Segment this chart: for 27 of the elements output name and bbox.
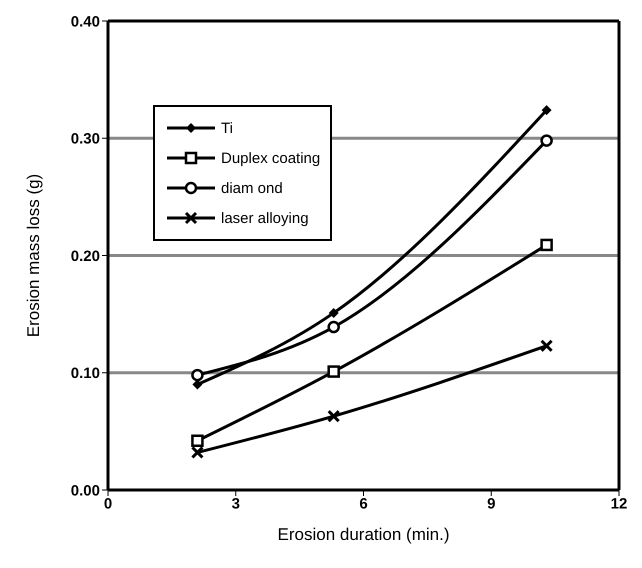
y-tick-label: 0.40 [70, 13, 100, 30]
point [191, 434, 204, 448]
y-tick-label: 0.10 [70, 365, 100, 382]
legend-label: Ti [221, 120, 233, 136]
y-tick-label: 0.00 [70, 482, 100, 500]
point [540, 238, 553, 252]
x-tick-label: 6 [359, 496, 368, 513]
y-axis-title: Erosion mass loss (g) [24, 174, 44, 338]
y-tick-label: 0.30 [70, 130, 100, 148]
legend-label: Duplex coating [221, 150, 320, 166]
point [542, 105, 552, 116]
point [540, 339, 554, 352]
point [327, 320, 340, 334]
legend-label: diam ond [221, 180, 283, 196]
point [327, 365, 340, 378]
x-tick-label: 0 [104, 496, 112, 513]
point [540, 134, 553, 147]
x-tick-label: 3 [232, 496, 240, 513]
x-tick-label: 12 [610, 496, 628, 513]
point [328, 308, 339, 318]
point [190, 446, 204, 459]
point [191, 368, 204, 382]
x-axis-title: Erosion duration (min.) [278, 525, 450, 544]
point [327, 410, 340, 423]
legend-label: laser alloying [221, 210, 309, 226]
y-tick-label: 0.20 [70, 248, 100, 265]
x-tick-label: 9 [487, 496, 496, 513]
